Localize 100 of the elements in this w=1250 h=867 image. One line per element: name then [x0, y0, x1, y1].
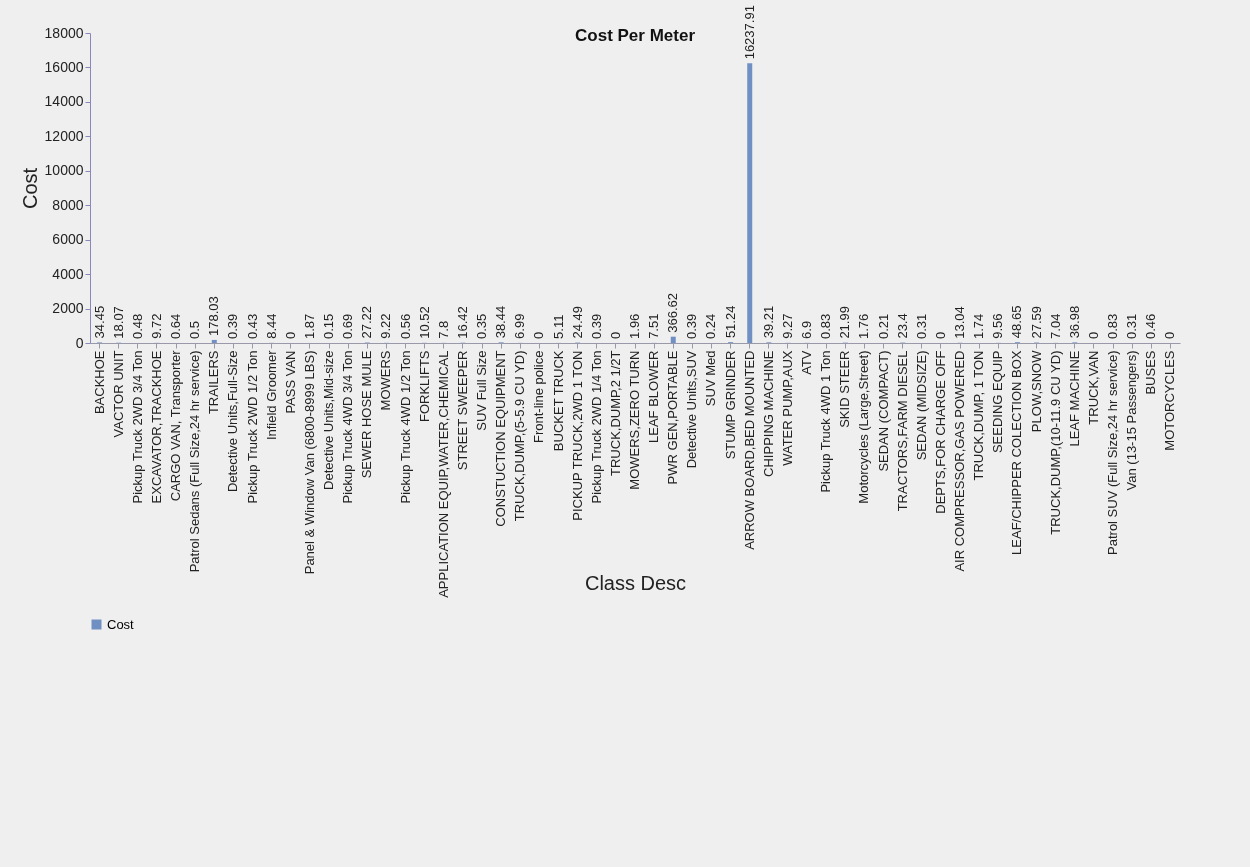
x-tick-label: SKID STEER [837, 350, 853, 428]
x-tick-label: VACTOR UNIT [110, 350, 126, 438]
x-tick-label: BUCKET TRUCK [550, 350, 566, 452]
data-label: 6.99 [512, 313, 528, 339]
data-label: 366.62 [665, 292, 681, 333]
data-label: 7.8 [435, 320, 451, 339]
data-label: 27.59 [1028, 305, 1044, 339]
x-tick-label: ATV [799, 350, 815, 375]
x-tick-label: TRUCK,DUMP,2 1/2T [607, 350, 623, 476]
x-tick-label: MOWERS [378, 350, 394, 411]
x-tick-label: Patrol Sedans (Full Size,24 hr service) [187, 350, 203, 573]
data-label: 0.24 [703, 313, 719, 339]
y-tick-label: 4000 [52, 265, 84, 282]
data-label: 0.31 [1124, 313, 1140, 339]
data-label: 0 [607, 331, 623, 339]
x-tick-label: STREET SWEEPER [454, 350, 470, 471]
x-tick-label: PWR GEN,PORTABLE [665, 350, 681, 485]
x-tick-label: ARROW BOARD,BED MOUNTED [741, 350, 757, 550]
x-tick-label: TRUCK,DUMP, 1 TON [971, 350, 987, 481]
data-label: 0.39 [684, 313, 700, 339]
data-label: 0 [531, 331, 547, 339]
data-label: 0.21 [875, 313, 891, 339]
data-label: 10.52 [416, 306, 432, 339]
y-tick-label: 18000 [44, 24, 84, 41]
x-tick-label: Pickup Truck 4WD 1/2 Ton [397, 350, 413, 504]
data-label: 1.87 [301, 313, 317, 339]
x-tick-label: Front-line police [531, 350, 547, 443]
data-label: 0.64 [168, 313, 184, 339]
data-label: 16237.91 [741, 5, 757, 60]
data-label: 0 [282, 331, 298, 339]
bar [211, 339, 217, 343]
x-tick-label: Pickup Truck 4WD 3/4 Ton [340, 350, 356, 504]
y-tick-label: 8000 [52, 196, 84, 213]
x-tick-label: SUV Full Size [474, 350, 490, 431]
data-label: 0.83 [1105, 313, 1121, 339]
x-tick-label: SUV Med [703, 350, 719, 407]
y-tick-label: 6000 [52, 231, 84, 248]
x-tick-label: Pickup Truck 2WD 1/2 Ton [244, 350, 260, 504]
x-tick-label: BUSES [1143, 350, 1159, 395]
x-tick-label: Detective Units,Mid-size [321, 350, 337, 490]
x-tick-label: Panel & Window Van (6800-8999 LBS) [301, 350, 317, 575]
data-label: 7.51 [646, 313, 662, 339]
data-label: 0 [1162, 331, 1178, 339]
y-tick-label: 16000 [44, 58, 84, 75]
data-label: 0 [932, 331, 948, 339]
x-tick-label: CARGO VAN, Transporter [168, 349, 184, 502]
x-tick-label: Motorcycles (Large,Street) [856, 350, 872, 504]
chart-title: Cost Per Meter [575, 26, 696, 46]
x-tick-label: LEAF BLOWER [646, 350, 662, 443]
data-label: 178.03 [206, 296, 222, 336]
x-tick-label: SEWER HOSE MULE [359, 350, 375, 479]
x-tick-label: BACKHOE [91, 350, 107, 415]
x-tick-label: SEDAN (COMPACT) [875, 350, 891, 472]
x-tick-label: DEPTS,FOR CHARGE OFF [932, 350, 948, 514]
x-tick-label: Pickup Truck 2WD 1/4 Ton [588, 350, 604, 504]
x-tick-label: TRUCK,DUMP,(5-5.9 CU YD) [512, 350, 528, 522]
data-label: 1.96 [627, 313, 642, 339]
x-tick-label: Detective Units,SUV [684, 350, 700, 469]
data-label: 48.65 [1009, 305, 1025, 339]
data-label: 9.56 [990, 313, 1006, 339]
data-label: 0.5 [187, 320, 203, 339]
data-label: 27.22 [359, 305, 375, 339]
y-tick-label: 12000 [44, 127, 84, 144]
data-label: 24.49 [569, 306, 585, 339]
x-tick-label: FORKLIFTS [416, 350, 432, 423]
data-label: 0 [1085, 331, 1101, 339]
data-label: 34.45 [91, 305, 107, 339]
y-tick-label: 0 [75, 334, 84, 351]
data-label: 16.42 [454, 306, 470, 339]
x-tick-label: SEEDING EQUIP [990, 350, 1006, 454]
x-tick-label: SEDAN (MIDSIZE) [913, 350, 929, 461]
x-tick-label: Patrol SUV (Full Size,24 hr service) [1105, 350, 1121, 555]
x-tick-label: EXCAVATOR,TRACKHOE [148, 350, 164, 504]
data-label: 0.15 [321, 313, 337, 339]
x-tick-label: WATER PUMP,AUX [779, 350, 795, 466]
data-label: 9.27 [779, 313, 795, 339]
data-label: 9.22 [378, 313, 394, 339]
x-tick-label: APPLICATION EQUIP,WATER,CHEMICAL [435, 350, 451, 598]
data-label: 0.83 [818, 313, 834, 339]
x-tick-label: PLOW,SNOW [1028, 349, 1044, 433]
y-tick-label: 10000 [44, 162, 84, 179]
x-tick-label: CHIPPING MACHINE [760, 350, 776, 477]
data-label: 21.99 [837, 306, 853, 339]
y-tick-label: 14000 [44, 93, 84, 110]
data-label: 0.35 [474, 313, 490, 339]
bar [670, 336, 676, 343]
data-label: 18.07 [110, 306, 126, 339]
x-tick-label: TRUCK,DUMP,(10-11.9 CU YD) [1047, 350, 1063, 535]
x-tick-label: TRAILERS [206, 350, 222, 415]
y-axis-title: Cost [18, 167, 41, 210]
data-label: 0.56 [397, 313, 413, 339]
x-tick-label: Van (13-15 Passengers) [1124, 350, 1140, 491]
x-tick-label: LEAF/CHIPPER COLECTION BOX [1009, 350, 1025, 555]
bar [747, 63, 753, 343]
x-tick-label: TRACTORS,FARM DIESEL [894, 350, 910, 512]
data-label: 39.21 [760, 305, 776, 339]
data-label: 1.74 [971, 313, 987, 339]
data-label: 9.72 [148, 313, 164, 339]
data-label: 0.69 [340, 313, 356, 339]
x-tick-label: MOTORCYCLES [1162, 350, 1178, 451]
